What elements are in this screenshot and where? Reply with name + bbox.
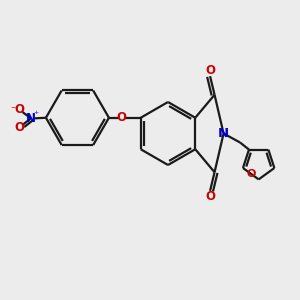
Text: O: O [14, 122, 24, 134]
Text: O: O [205, 64, 215, 77]
Text: $^+$: $^+$ [32, 109, 40, 118]
Text: N: N [26, 112, 36, 125]
Text: N: N [218, 127, 229, 140]
Text: O: O [205, 190, 215, 203]
Text: $^-$: $^-$ [9, 103, 17, 112]
Text: O: O [116, 111, 127, 124]
Text: O: O [246, 169, 256, 179]
Text: O: O [14, 103, 24, 116]
